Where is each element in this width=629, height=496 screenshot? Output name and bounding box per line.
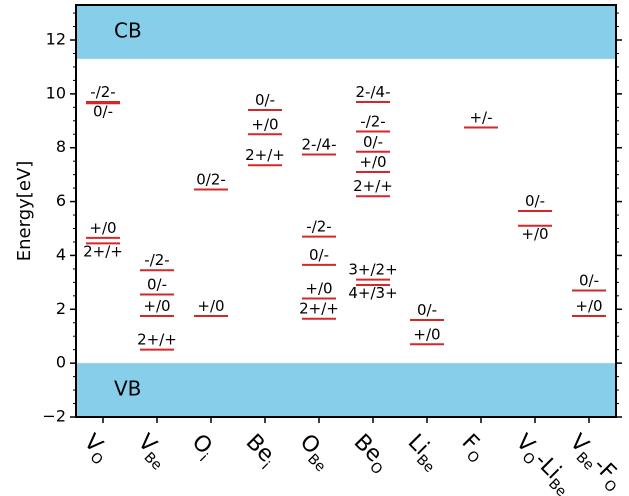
level-label-29: +/0 — [521, 225, 548, 243]
category-label-0: VO — [76, 430, 115, 469]
level-label-1: 0/- — [93, 102, 113, 120]
level-label-4: -/2- — [144, 251, 169, 269]
y-tick-label: 8 — [56, 137, 66, 156]
category-label-1: VBe — [130, 430, 174, 474]
level-label-6: +/0 — [143, 297, 170, 315]
band-label-vb: VB — [114, 377, 141, 401]
category-label-7: FO — [454, 430, 491, 467]
level-label-20: 0/- — [363, 133, 383, 151]
level-label-2: +/0 — [89, 219, 116, 237]
level-label-22: 2+/+ — [353, 177, 393, 195]
level-label-28: 0/- — [525, 192, 545, 210]
y-tick-label: 6 — [56, 191, 66, 210]
category-label-8: VO-LiBe — [508, 430, 578, 496]
band-label-cb: CB — [114, 18, 142, 42]
defect-levels: -/2-0/-+/02+/+ -/2-0/-+/02+/+0/2-+/00/-+/… — [83, 83, 606, 351]
y-tick-label: 2 — [56, 299, 66, 318]
plot-frame — [75, 4, 617, 418]
level-label-9: +/0 — [197, 297, 224, 315]
level-label-27: +/- — [469, 109, 492, 127]
level-label-15: 0/- — [309, 246, 329, 264]
level-label-25: 0/- — [417, 301, 437, 319]
y-axis-label: Energy[eV] — [14, 161, 35, 261]
band-vb — [76, 363, 616, 417]
y-tick-label: 4 — [56, 245, 66, 264]
level-label-21: +/0 — [359, 153, 386, 171]
level-label-19: -/2- — [360, 113, 385, 131]
category-label-9: VBe-FO — [562, 430, 628, 496]
axes: −2 0 2 4 6 8 10 12 — [42, 4, 622, 426]
y-tick-label: 0 — [56, 353, 66, 372]
level-label-3: 2+/+ — [83, 242, 123, 260]
level-label-31: +/0 — [575, 297, 602, 315]
level-label-5: 0/- — [147, 275, 167, 293]
level-label-0: -/2- — [90, 83, 115, 101]
level-label-16: +/0 — [305, 280, 332, 298]
level-label-17: 2+/+ — [299, 300, 339, 318]
y-tick-label: −2 — [42, 407, 66, 426]
level-label-11: +/0 — [251, 115, 278, 133]
level-label-24: 4+/3+ — [348, 284, 397, 302]
category-main: O — [187, 430, 217, 460]
y-tick-label: 10 — [46, 83, 66, 102]
category-label-2: Oi — [184, 430, 220, 466]
level-label-18: 2-/4- — [356, 83, 391, 101]
category-label-4: OBe — [292, 430, 338, 476]
category-label-6: LiBe — [400, 430, 446, 476]
y-tick-label: 12 — [46, 30, 66, 49]
level-label-10: 0/- — [255, 91, 275, 109]
band-cb — [76, 5, 616, 59]
level-label-26: +/0 — [413, 325, 440, 343]
category-label-3: Bei — [238, 430, 282, 474]
level-label-13: 2-/4- — [302, 135, 337, 153]
level-label-14: -/2- — [306, 218, 331, 236]
level-label-23: 3+/2+ — [348, 261, 397, 279]
level-label-30: 0/- — [579, 271, 599, 289]
level-label-12: 2+/+ — [245, 146, 285, 164]
category-main: Be — [241, 430, 279, 468]
level-label-7: 2+/+ — [137, 331, 177, 349]
level-label-8: 0/2- — [196, 170, 226, 188]
category-label-5: BeO — [346, 430, 395, 479]
band-regions: CB VB — [76, 5, 616, 417]
